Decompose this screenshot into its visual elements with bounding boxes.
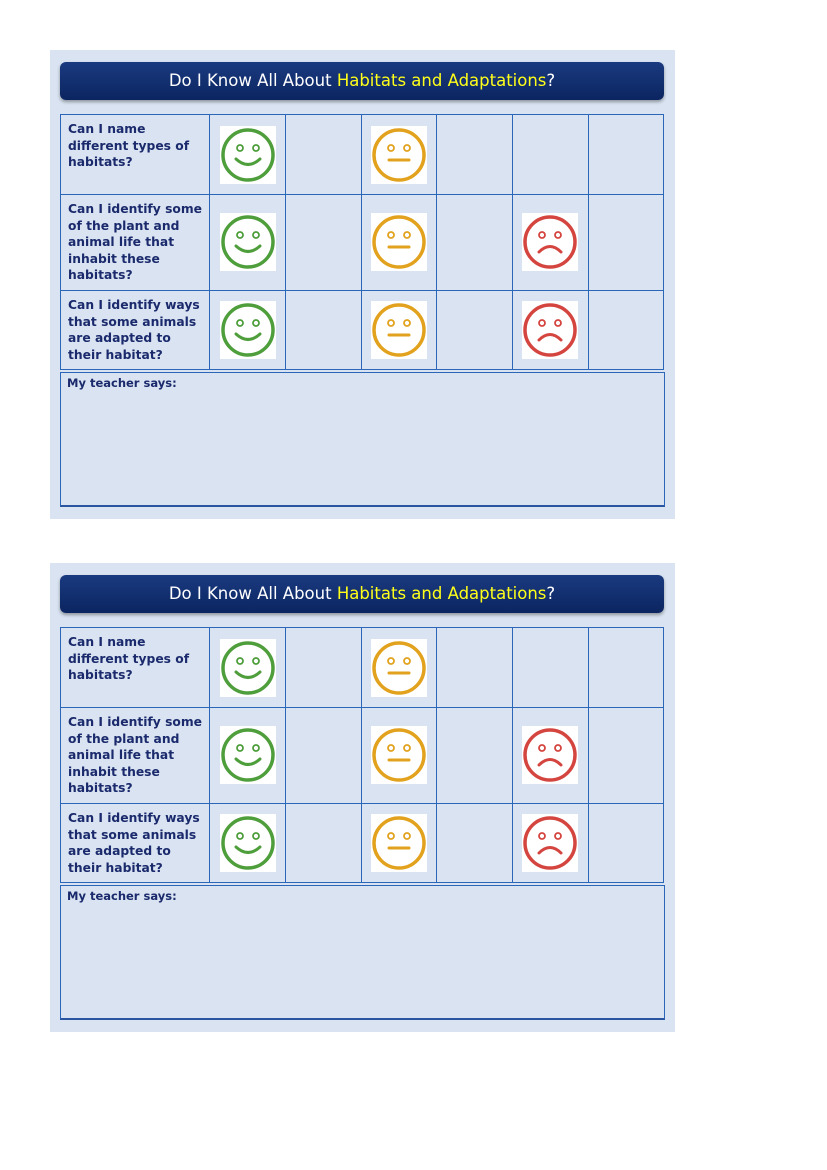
happy-face	[219, 213, 276, 272]
question-row: Can I identify ways that some animals ar…	[59, 802, 665, 884]
question-row: Can I name different types of habitats?	[59, 627, 665, 708]
rating-cell	[511, 114, 589, 195]
rating-cell	[285, 627, 362, 708]
question: Can I name different types of habitats?	[59, 114, 211, 195]
rating-cell	[511, 627, 589, 708]
sad-face	[522, 301, 579, 360]
question: Can I identify some of the plant and ani…	[59, 707, 211, 804]
rating-cell	[209, 194, 287, 291]
rating-cell	[360, 802, 438, 884]
rating-cell	[285, 802, 362, 884]
neutral-face	[370, 125, 427, 184]
happy-face	[219, 301, 276, 360]
title-prefix: Do I Know All About	[168, 71, 337, 90]
question-row: Can I identify some of the plant and ani…	[59, 707, 665, 804]
rating-cell	[209, 802, 287, 884]
teacher-label: My teacher says:	[67, 889, 177, 903]
rating-cell	[285, 194, 362, 291]
header: Do I Know All About Habitats and Adaptat…	[60, 62, 664, 100]
question-row: Can I identify ways that some animals ar…	[59, 289, 665, 371]
rating-cell	[511, 289, 589, 371]
rating-cell	[360, 114, 438, 195]
question: Can I identify some of the plant and ani…	[59, 194, 211, 291]
neutral-face	[370, 726, 427, 785]
rating-cell	[511, 707, 589, 804]
happy-face	[219, 814, 276, 873]
rating-cell	[360, 289, 438, 371]
sad-face	[522, 726, 579, 785]
rating-cell	[209, 114, 287, 195]
rating-cell	[285, 289, 362, 371]
rating-cell	[360, 194, 438, 291]
rating-cell	[436, 114, 513, 195]
question-row: Can I identify some of the plant and ani…	[59, 194, 665, 291]
rating-cell	[209, 289, 287, 371]
rating-cell	[285, 114, 362, 195]
self-assessment-table: Can I name different types of habitats? …	[59, 627, 665, 884]
teacher-box: My teacher says:	[60, 885, 665, 1020]
rating-cell	[360, 707, 438, 804]
title-prefix: Do I Know All About	[168, 584, 337, 603]
rating-cell	[587, 627, 665, 708]
sad-face	[522, 213, 579, 272]
rating-cell	[436, 289, 513, 371]
question: Can I name different types of habitats?	[59, 627, 211, 708]
rating-cell	[587, 707, 665, 804]
self-assessment-table: Can I name different types of habitats? …	[59, 114, 665, 371]
neutral-face	[370, 814, 427, 873]
title-highlight: Habitats and Adaptations	[336, 71, 547, 90]
teacher-box: My teacher says:	[60, 372, 665, 507]
rating-cell	[587, 114, 665, 195]
question: Can I identify ways that some animals ar…	[59, 802, 211, 884]
title-suffix: ?	[546, 71, 556, 90]
rating-cell	[209, 707, 287, 804]
rating-cell	[511, 194, 589, 291]
card: Do I Know All About Habitats and Adaptat…	[50, 50, 675, 519]
neutral-face	[370, 301, 427, 360]
rating-cell	[285, 707, 362, 804]
title-suffix: ?	[546, 584, 556, 603]
neutral-face	[370, 638, 427, 697]
question-row: Can I name different types of habitats?	[59, 114, 665, 195]
rating-cell	[587, 802, 665, 884]
rating-cell	[209, 627, 287, 708]
rating-cell	[511, 802, 589, 884]
rating-cell	[436, 194, 513, 291]
rating-cell	[360, 627, 438, 708]
title-highlight: Habitats and Adaptations	[336, 584, 547, 603]
rating-cell	[436, 802, 513, 884]
question: Can I identify ways that some animals ar…	[59, 289, 211, 371]
rating-cell	[436, 707, 513, 804]
neutral-face	[370, 213, 427, 272]
happy-face	[219, 726, 276, 785]
rating-cell	[587, 289, 665, 371]
happy-face	[219, 638, 276, 697]
card: Do I Know All About Habitats and Adaptat…	[50, 563, 675, 1032]
rating-cell	[436, 627, 513, 708]
sad-face	[522, 814, 579, 873]
happy-face	[219, 125, 276, 184]
teacher-label: My teacher says:	[67, 376, 177, 390]
header: Do I Know All About Habitats and Adaptat…	[60, 575, 664, 613]
rating-cell	[587, 194, 665, 291]
